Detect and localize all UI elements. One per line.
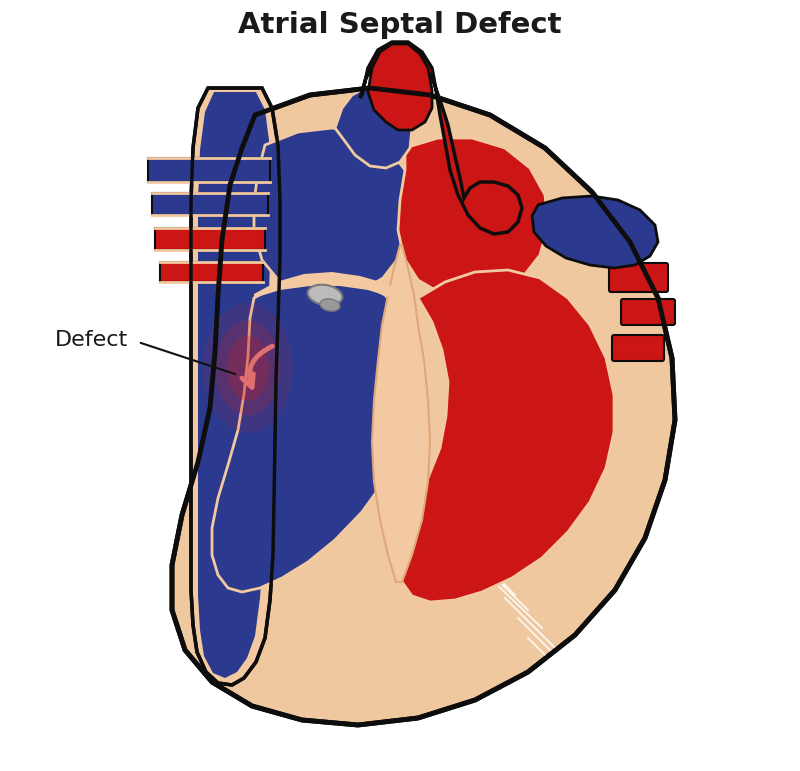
Polygon shape xyxy=(254,272,402,308)
FancyBboxPatch shape xyxy=(609,263,668,292)
Polygon shape xyxy=(335,88,412,168)
Polygon shape xyxy=(198,92,271,678)
Polygon shape xyxy=(160,262,263,282)
Polygon shape xyxy=(254,128,412,298)
Polygon shape xyxy=(212,278,415,592)
Ellipse shape xyxy=(203,303,293,433)
Ellipse shape xyxy=(320,299,340,311)
FancyBboxPatch shape xyxy=(621,299,675,325)
FancyBboxPatch shape xyxy=(612,335,664,361)
Polygon shape xyxy=(400,270,614,602)
Polygon shape xyxy=(398,138,548,298)
Polygon shape xyxy=(155,228,265,250)
Polygon shape xyxy=(172,88,675,725)
Text: Atrial Septal Defect: Atrial Septal Defect xyxy=(238,11,562,39)
Polygon shape xyxy=(191,88,280,685)
Polygon shape xyxy=(372,245,430,582)
Polygon shape xyxy=(360,42,522,234)
Polygon shape xyxy=(368,44,432,130)
Ellipse shape xyxy=(308,284,342,305)
Ellipse shape xyxy=(227,335,269,400)
Text: Defect: Defect xyxy=(55,330,128,350)
Polygon shape xyxy=(152,193,268,215)
Polygon shape xyxy=(148,158,270,182)
Ellipse shape xyxy=(215,321,281,416)
Polygon shape xyxy=(532,196,658,268)
